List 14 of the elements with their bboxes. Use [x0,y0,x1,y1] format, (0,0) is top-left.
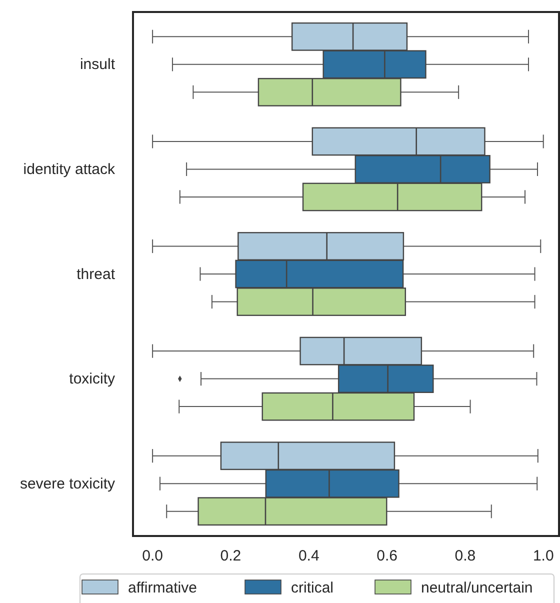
x-tick-label: 0.8 [454,548,476,565]
x-tick-label: 0.0 [142,548,163,565]
y-tick-label: toxicity [69,370,116,388]
x-tick-label: 1.0 [532,548,554,565]
y-tick-label: severe toxicity [20,475,116,492]
x-tick-label: 0.2 [220,548,242,565]
legend-label: neutral/uncertain [421,580,533,596]
y-tick-label: identity attack [23,161,116,178]
legend-label: critical [291,580,334,596]
x-tick-label: 0.6 [376,548,398,565]
y-tick-label: threat [76,266,116,283]
y-tick-label: insult [80,56,116,74]
legend-label: affirmative [128,580,197,596]
x-tick-label: 0.4 [298,548,320,565]
